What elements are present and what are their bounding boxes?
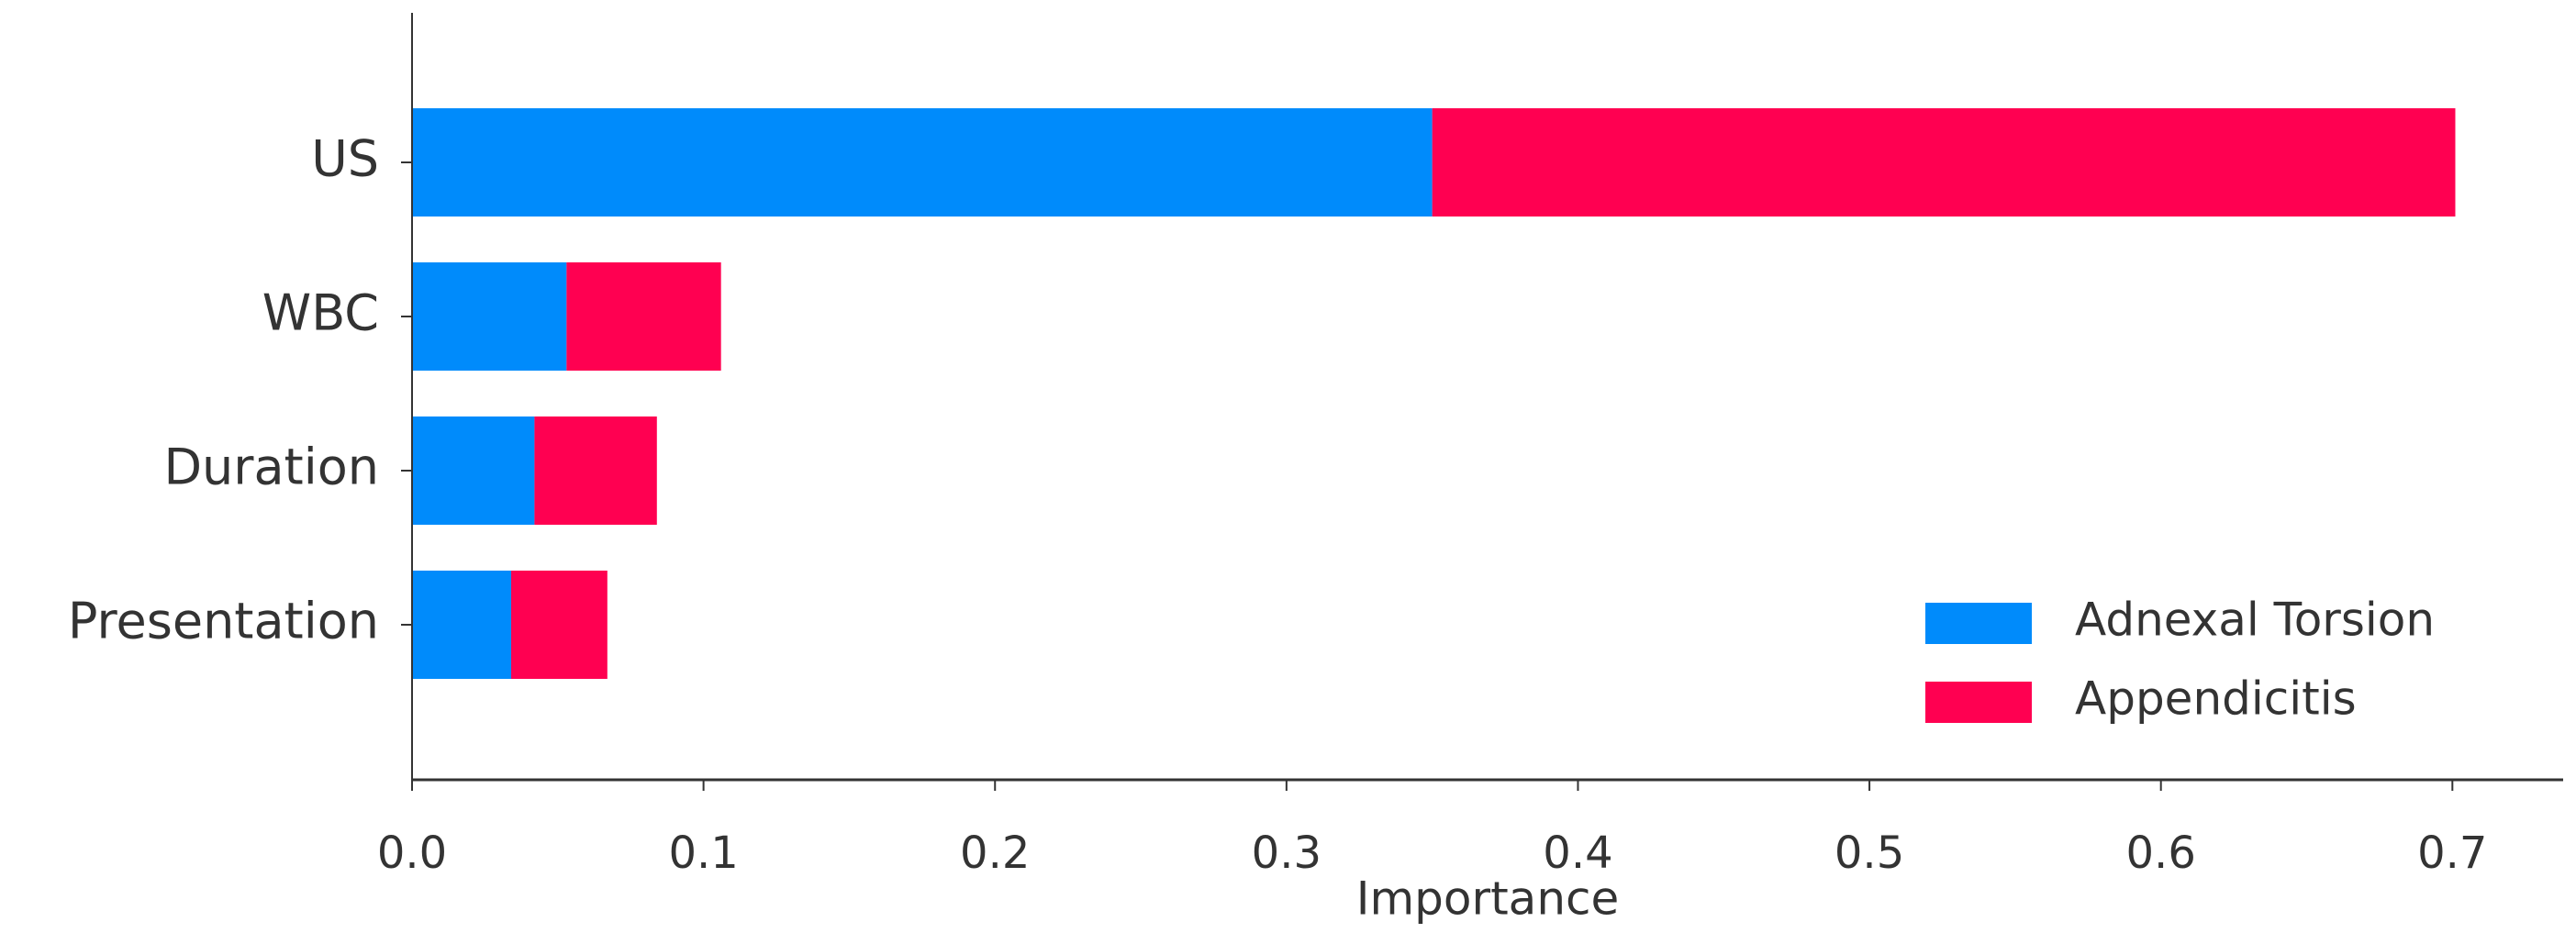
legend-swatch: [1925, 682, 2032, 723]
x-tick-label: 0.1: [668, 827, 738, 879]
x-tick-label: 0.4: [1543, 827, 1612, 879]
x-tick-label: 0.5: [1834, 827, 1904, 879]
bar-segment: [510, 571, 608, 679]
x-tick-label: 0.6: [2126, 827, 2196, 879]
legend-swatch: [1925, 603, 2032, 644]
bar-segment: [412, 416, 535, 525]
legend-label: Appendicitis: [2075, 672, 2357, 726]
x-tick-label: 0.3: [1252, 827, 1321, 879]
bar-segment: [412, 108, 1433, 217]
legend-label: Adnexal Torsion: [2075, 594, 2435, 647]
x-tick-label: 0.2: [960, 827, 1030, 879]
bar-segment: [566, 262, 721, 371]
bar-segment: [412, 571, 511, 679]
x-axis-label: Importance: [1356, 872, 1620, 926]
y-tick-label: WBC: [262, 284, 379, 342]
bar-segment: [534, 416, 657, 525]
y-tick-label: Presentation: [68, 593, 379, 650]
x-tick-label: 0.7: [2417, 827, 2487, 879]
y-tick-label: Duration: [163, 439, 379, 496]
bar-segment: [412, 262, 567, 371]
x-tick-label: 0.0: [377, 827, 447, 879]
y-tick-label: US: [311, 130, 379, 188]
bar-segment: [1432, 108, 2456, 217]
